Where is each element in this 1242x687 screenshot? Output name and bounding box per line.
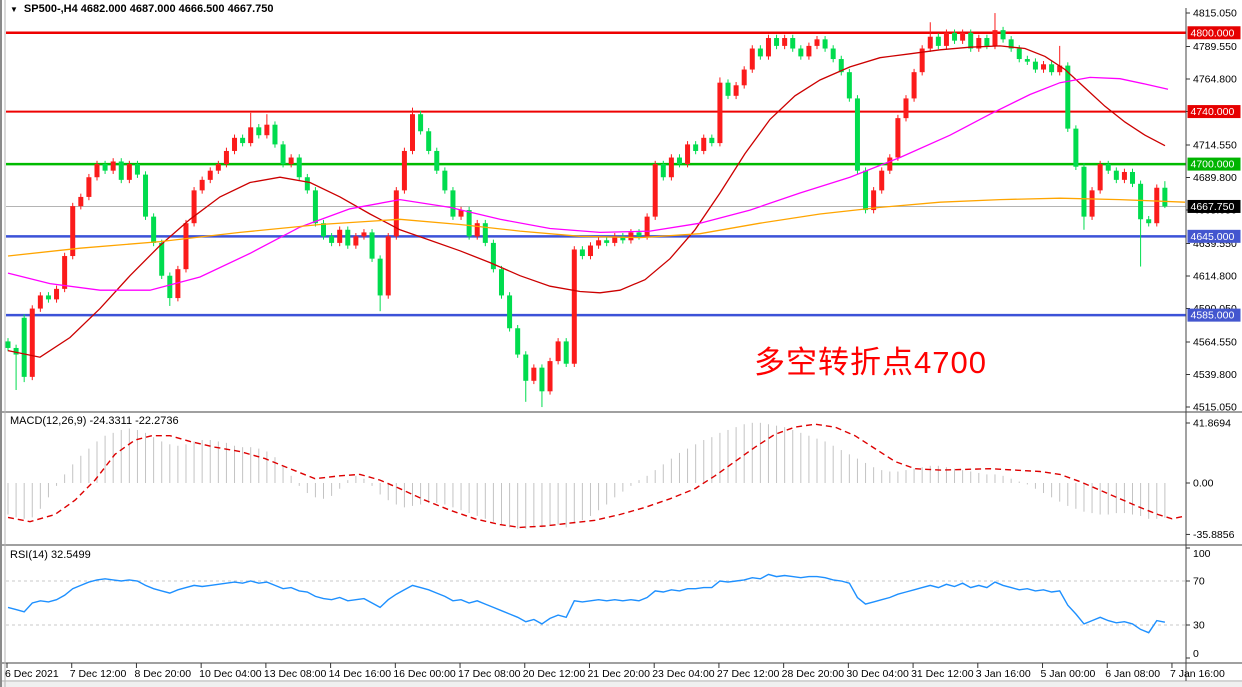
svg-text:20 Dec 12:00: 20 Dec 12:00 <box>523 668 586 680</box>
svg-text:0: 0 <box>1193 648 1199 660</box>
svg-text:17 Dec 08:00: 17 Dec 08:00 <box>458 668 521 680</box>
macd-axis[interactable]: 41.8694 0.00 -35.8856 <box>1186 418 1235 541</box>
macd-indicator-label: MACD(12,26,9) -24.3311 -22.2736 <box>10 415 179 427</box>
svg-text:70: 70 <box>1193 576 1205 588</box>
rsi-axis[interactable]: 100 70 30 0 <box>1186 547 1211 660</box>
svg-text:-35.8856: -35.8856 <box>1193 529 1235 541</box>
svg-text:41.8694: 41.8694 <box>1193 418 1231 430</box>
svg-text:7 Jan 16:00: 7 Jan 16:00 <box>1170 668 1225 680</box>
chart-annotation-text[interactable]: 多空转折点4700 <box>754 345 987 380</box>
time-axis[interactable]: 6 Dec 2021 7 Dec 12:00 8 Dec 20:00 10 Dec 0… <box>5 663 1225 680</box>
svg-text:4539.800: 4539.800 <box>1193 369 1237 381</box>
main-price-panel[interactable] <box>5 13 1187 408</box>
svg-text:14 Dec 16:00: 14 Dec 16:00 <box>329 668 392 680</box>
price-axis[interactable]: 4815.0504789.5504764.8004740.0504714.550… <box>1185 8 1241 682</box>
svg-text:30 Dec 04:00: 30 Dec 04:00 <box>846 668 909 680</box>
svg-text:13 Dec 08:00: 13 Dec 08:00 <box>264 668 327 680</box>
svg-text:23 Dec 04:00: 23 Dec 04:00 <box>652 668 715 680</box>
svg-text:21 Dec 20:00: 21 Dec 20:00 <box>587 668 650 680</box>
svg-text:4764.800: 4764.800 <box>1193 73 1237 85</box>
svg-text:4740.000: 4740.000 <box>1191 106 1235 118</box>
symbol-ohlc-header: ▼ SP500-,H4 4682.000 4687.000 4666.500 4… <box>10 3 273 15</box>
svg-text:3 Jan 16:00: 3 Jan 16:00 <box>976 668 1031 680</box>
svg-text:7 Dec 12:00: 7 Dec 12:00 <box>70 668 127 680</box>
rsi-panel[interactable] <box>6 573 1186 634</box>
symbol-ohlc-text: SP500-,H4 4682.000 4687.000 4666.500 466… <box>23 3 274 15</box>
svg-text:4714.550: 4714.550 <box>1193 139 1237 151</box>
svg-text:4789.550: 4789.550 <box>1193 41 1237 53</box>
svg-text:16 Dec 00:00: 16 Dec 00:00 <box>393 668 456 680</box>
macd-panel[interactable] <box>7 422 1186 529</box>
svg-text:0.00: 0.00 <box>1193 478 1214 490</box>
svg-text:4614.800: 4614.800 <box>1193 270 1237 282</box>
svg-text:4800.000: 4800.000 <box>1191 27 1235 39</box>
svg-text:100: 100 <box>1193 548 1211 560</box>
svg-text:27 Dec 12:00: 27 Dec 12:00 <box>717 668 780 680</box>
svg-text:4515.050: 4515.050 <box>1193 402 1237 414</box>
svg-text:6 Jan 08:00: 6 Jan 08:00 <box>1105 668 1160 680</box>
chart-menu-triangle-icon[interactable]: ▼ <box>10 4 18 14</box>
svg-text:4564.550: 4564.550 <box>1193 336 1237 348</box>
svg-text:28 Dec 20:00: 28 Dec 20:00 <box>782 668 845 680</box>
svg-text:4645.000: 4645.000 <box>1191 231 1235 243</box>
svg-text:4689.800: 4689.800 <box>1193 172 1237 184</box>
svg-text:30: 30 <box>1193 620 1205 632</box>
svg-text:8 Dec 20:00: 8 Dec 20:00 <box>134 668 191 680</box>
svg-text:31 Dec 12:00: 31 Dec 12:00 <box>911 668 974 680</box>
svg-text:4585.000: 4585.000 <box>1191 310 1235 322</box>
svg-text:6 Dec 2021: 6 Dec 2021 <box>5 668 59 680</box>
svg-text:5 Jan 00:00: 5 Jan 00:00 <box>1041 668 1096 680</box>
svg-text:4700.000: 4700.000 <box>1191 159 1235 171</box>
svg-text:4667.750: 4667.750 <box>1191 201 1235 213</box>
rsi-indicator-label: RSI(14) 32.5499 <box>10 549 91 561</box>
svg-text:10 Dec 04:00: 10 Dec 04:00 <box>199 668 262 680</box>
svg-text:4815.050: 4815.050 <box>1193 8 1237 20</box>
